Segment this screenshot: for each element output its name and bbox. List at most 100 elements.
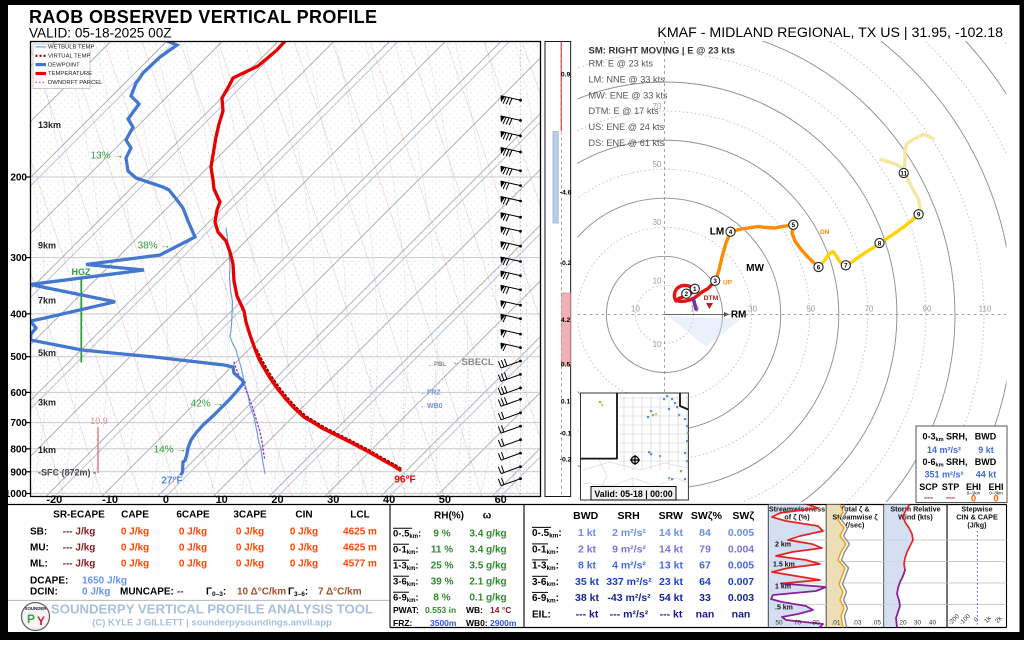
svg-text:8 %: 8 %	[433, 593, 450, 604]
svg-text:(C) KYLE J GILLETT | sounderpy: (C) KYLE J GILLETT | sounderpysoundings.…	[92, 618, 332, 629]
svg-text:2: 2	[685, 291, 689, 298]
svg-text:SOUNDERPY VERTICAL PROFILE ANA: SOUNDERPY VERTICAL PROFILE ANALYSIS TOOL	[51, 602, 373, 617]
svg-text:←PBL: ←PBL	[428, 362, 446, 368]
svg-text:0.004: 0.004	[728, 544, 754, 556]
svg-text:MW: ENE @ 33 kts: MW: ENE @ 33 kts	[589, 90, 669, 100]
svg-text:SWζ: SWζ	[732, 510, 754, 522]
svg-text:13% →: 13% →	[91, 151, 124, 162]
svg-text:DTM: E @ 17 kts: DTM: E @ 17 kts	[589, 106, 659, 116]
svg-text:WB:: WB:	[466, 605, 483, 615]
svg-text:VALID: 05-18-2025 00Z: VALID: 05-18-2025 00Z	[29, 26, 172, 41]
svg-text:0.553 in: 0.553 in	[425, 605, 456, 615]
svg-text:0.5: 0.5	[561, 362, 571, 369]
svg-text:MUNCAPE:: MUNCAPE:	[120, 587, 174, 598]
svg-text:0 J/kg: 0 J/kg	[121, 543, 149, 554]
svg-text:0 J/kg: 0 J/kg	[121, 559, 149, 570]
svg-text:600: 600	[10, 388, 27, 399]
svg-text:·····: ·····	[32, 626, 39, 631]
svg-text:7km: 7km	[38, 296, 56, 306]
svg-text:337 m²/s²: 337 m²/s²	[606, 576, 652, 588]
svg-text:DWNDRFT PARCEL: DWNDRFT PARCEL	[48, 80, 103, 86]
svg-text:7: 7	[844, 263, 848, 270]
svg-text:11: 11	[900, 170, 907, 177]
svg-text:--- kt: --- kt	[660, 608, 683, 620]
svg-text:1-3km:: 1-3km:	[532, 561, 559, 572]
svg-text:0-3km SRH,: 0-3km SRH,	[922, 432, 967, 444]
svg-text:0 J/kg: 0 J/kg	[290, 527, 318, 538]
svg-text:0-1km:: 0-1km:	[393, 545, 419, 556]
svg-text:TEMPERATURE: TEMPERATURE	[48, 71, 92, 77]
svg-text:10.9: 10.9	[90, 416, 108, 426]
svg-text:6-9km:: 6-9km:	[393, 593, 419, 604]
svg-text:64: 64	[699, 576, 711, 588]
svg-text:RM: RM	[731, 310, 747, 321]
svg-text:110: 110	[979, 305, 992, 314]
svg-text:42% →: 42% →	[191, 399, 224, 410]
svg-text:27°F: 27°F	[161, 476, 182, 487]
svg-text:0 J/kg: 0 J/kg	[290, 543, 318, 554]
svg-text:0 J/kg: 0 J/kg	[121, 527, 149, 538]
svg-text:4.2: 4.2	[561, 317, 571, 324]
svg-text:14 °C: 14 °C	[490, 605, 511, 615]
svg-text:CIN: CIN	[295, 510, 312, 521]
svg-text:DN: DN	[820, 229, 830, 236]
svg-text:0 J/kg: 0 J/kg	[236, 559, 264, 570]
svg-text:--- kt: --- kt	[576, 608, 599, 620]
svg-text:0 J/kg: 0 J/kg	[179, 559, 207, 570]
svg-text:LCL: LCL	[350, 510, 369, 521]
svg-text:DCAPE:: DCAPE:	[30, 576, 68, 587]
svg-text:SRW: SRW	[659, 510, 683, 522]
svg-text:3CAPE: 3CAPE	[233, 510, 267, 521]
svg-text:40: 40	[929, 620, 937, 627]
svg-text:800: 800	[10, 444, 27, 455]
svg-text:US: ENE @ 24 kts: US: ENE @ 24 kts	[589, 122, 665, 132]
svg-text:2 m²/s²: 2 m²/s²	[612, 527, 646, 539]
svg-text:9 m²/s²: 9 m²/s²	[612, 544, 646, 556]
svg-text:10 Δ°C/km: 10 Δ°C/km	[237, 587, 286, 598]
svg-text:-0.2: -0.2	[560, 457, 572, 464]
svg-text:0.1 g/kg: 0.1 g/kg	[469, 593, 506, 604]
svg-text:←SBECL: ←SBECL	[452, 357, 494, 368]
svg-text:--- J/kg: --- J/kg	[63, 543, 96, 554]
svg-text:EIL:: EIL:	[532, 609, 551, 620]
svg-text:44 kt: 44 kt	[976, 470, 997, 480]
svg-text:14 m²/s²: 14 m²/s²	[927, 445, 961, 455]
svg-text:.01: .01	[831, 620, 840, 627]
svg-text:0-1km:: 0-1km:	[532, 545, 559, 556]
svg-text:5: 5	[792, 222, 796, 229]
svg-text:1000: 1000	[5, 489, 28, 500]
svg-text:SRH: SRH	[618, 510, 640, 522]
svg-text:3.4 g/kg: 3.4 g/kg	[469, 545, 506, 556]
svg-text:FRZ:: FRZ:	[393, 618, 413, 628]
svg-text:1650 J/kg: 1650 J/kg	[82, 576, 127, 587]
svg-text:30: 30	[914, 620, 922, 627]
svg-text:2 km: 2 km	[775, 542, 791, 549]
svg-text:9 kt: 9 kt	[978, 445, 994, 455]
svg-text:20: 20	[899, 620, 907, 627]
svg-text:MW: MW	[746, 263, 764, 274]
svg-text:10: 10	[631, 305, 640, 314]
svg-text:MU:: MU:	[30, 543, 49, 554]
svg-text:of ζ (%): of ζ (%)	[784, 513, 810, 522]
svg-text:900: 900	[10, 467, 27, 478]
svg-text:BWD: BWD	[573, 510, 598, 522]
svg-text:STP: STP	[942, 482, 960, 492]
svg-text:0.1: 0.1	[561, 399, 571, 406]
svg-text:67: 67	[699, 560, 711, 572]
svg-text:0: 0	[993, 493, 998, 504]
svg-text:2900m: 2900m	[490, 618, 517, 628]
svg-text:9km: 9km	[38, 241, 56, 251]
svg-text:351 m²/s²: 351 m²/s²	[924, 470, 963, 480]
svg-text:23 kt: 23 kt	[659, 576, 683, 588]
svg-text:33: 33	[699, 592, 711, 604]
svg-text:2.1 g/kg: 2.1 g/kg	[469, 577, 506, 588]
svg-text:0 J/kg: 0 J/kg	[236, 543, 264, 554]
svg-text:BWD: BWD	[975, 432, 997, 442]
svg-text:3.5 g/kg: 3.5 g/kg	[469, 561, 506, 572]
svg-text:54 kt: 54 kt	[659, 592, 683, 604]
svg-text:--- J/kg: --- J/kg	[63, 527, 96, 538]
svg-text:9 %: 9 %	[433, 529, 450, 540]
svg-text:8: 8	[878, 240, 882, 247]
svg-text:4625 m: 4625 m	[343, 527, 377, 538]
svg-text:4: 4	[729, 229, 733, 236]
